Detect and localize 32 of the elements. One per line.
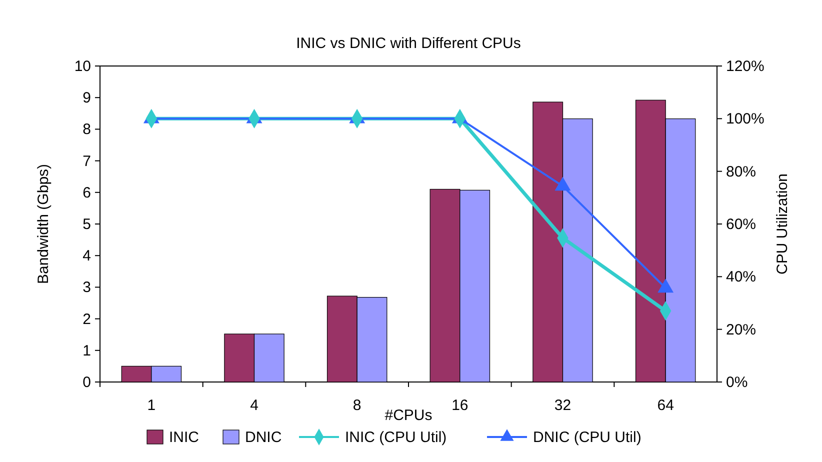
y-tick-label: 5 xyxy=(82,216,91,233)
legend-label: DNIC xyxy=(245,429,282,446)
y2-tick-label: 60% xyxy=(726,216,756,233)
chart-title: INIC vs DNIC with Different CPUs xyxy=(296,35,521,52)
y-tick-label: 1 xyxy=(82,342,91,360)
y2-tick-label: 40% xyxy=(726,268,756,286)
y2-tick-label: 20% xyxy=(726,321,756,338)
legend-label: INIC xyxy=(169,429,200,446)
y-tick-label: 7 xyxy=(82,152,91,170)
legend-label: INIC (CPU Util) xyxy=(345,429,447,446)
x-tick-label: 64 xyxy=(657,397,674,414)
x-tick-label: 16 xyxy=(452,397,468,414)
legend-label: DNIC (CPU Util) xyxy=(533,429,642,446)
y-tick-label: 2 xyxy=(82,310,91,328)
y2-axis-title: CPU Utilization xyxy=(774,174,791,274)
y-tick-label: 8 xyxy=(82,121,91,138)
y-tick-label: 9 xyxy=(82,90,91,107)
y-tick-label: 3 xyxy=(82,279,91,296)
y-tick-label: 4 xyxy=(82,248,91,265)
x-tick-label: 8 xyxy=(352,397,362,414)
x-axis-title: #CPUs xyxy=(384,407,432,424)
x-tick-label: 4 xyxy=(250,397,258,414)
y2-tick-label: 100% xyxy=(726,110,764,128)
y-axis-title: Bandwidth (Gbps) xyxy=(35,164,52,284)
x-tick-label: 1 xyxy=(147,397,156,414)
y-tick-label: 6 xyxy=(82,184,91,202)
y-tick-label: 0 xyxy=(82,374,91,391)
y2-tick-label: 80% xyxy=(726,163,756,180)
y-tick-label: 10 xyxy=(74,58,91,75)
x-tick-label: 32 xyxy=(554,397,572,414)
y2-tick-label: 120% xyxy=(726,58,764,75)
y2-tick-label: 0% xyxy=(726,374,748,391)
